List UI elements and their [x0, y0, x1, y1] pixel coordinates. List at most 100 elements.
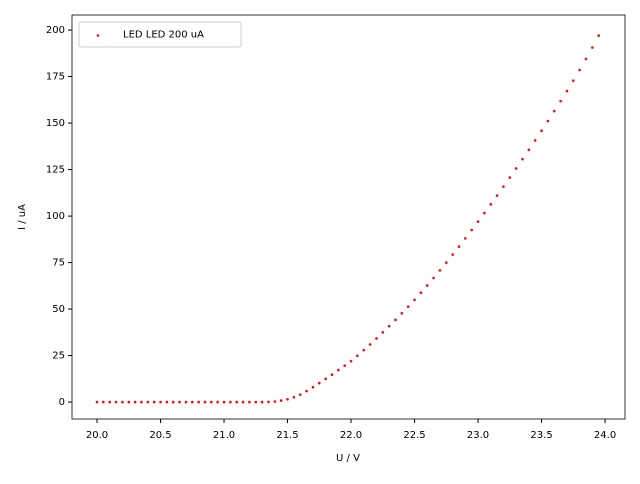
data-point: [292, 395, 296, 399]
data-point: [559, 99, 562, 103]
data-point: [521, 157, 524, 161]
x-tick-label: 20.0: [86, 430, 108, 441]
data-point: [267, 400, 270, 404]
data-point: [210, 400, 213, 404]
data-point: [305, 389, 308, 393]
data-point: [337, 368, 340, 372]
data-point: [387, 324, 391, 328]
data-point: [438, 269, 442, 272]
y-tick-label: 175: [46, 72, 65, 83]
data-point: [279, 399, 283, 402]
data-point: [419, 291, 423, 295]
data-point: [254, 400, 258, 404]
data-point: [444, 261, 448, 264]
data-point: [368, 343, 372, 346]
data-point: [400, 312, 404, 315]
data-point: [451, 253, 454, 256]
data-point: [324, 377, 327, 381]
legend-label: LED LED 200 uA: [123, 30, 204, 41]
data-point: [597, 34, 601, 37]
data-point: [216, 400, 219, 404]
data-point: [286, 397, 289, 401]
data-point: [502, 185, 505, 188]
data-point: [489, 203, 493, 206]
x-tick-label: 22.5: [403, 430, 425, 441]
data-point: [152, 400, 156, 404]
data-point: [546, 119, 550, 123]
data-point: [171, 400, 175, 404]
data-point: [356, 354, 359, 358]
data-point: [375, 337, 378, 340]
data-point: [552, 109, 556, 113]
y-tick-label: 0: [59, 397, 65, 408]
data-point: [349, 359, 353, 363]
data-point: [133, 400, 137, 404]
data-point: [413, 298, 416, 302]
data-point: [178, 400, 181, 404]
data-point: [317, 381, 321, 385]
x-tick-label: 22.0: [340, 430, 362, 441]
data-point: [394, 318, 397, 322]
data-point: [127, 400, 131, 404]
data-point: [159, 400, 162, 404]
data-point: [197, 400, 200, 404]
y-axis-label: I / uA: [17, 204, 28, 230]
data-point: [184, 400, 188, 404]
x-axis-label: U / V: [336, 453, 360, 464]
data-point: [121, 400, 124, 404]
data-point: [114, 400, 118, 404]
data-point: [432, 276, 435, 280]
data-point: [165, 400, 169, 404]
data-point: [95, 400, 99, 404]
x-tick-label: 20.5: [149, 430, 171, 441]
data-point: [457, 245, 461, 248]
data-point: [229, 400, 232, 404]
data-point: [108, 400, 112, 404]
data-point: [248, 400, 251, 404]
data-point: [483, 211, 486, 215]
data-point: [406, 305, 410, 308]
data-point: [425, 284, 429, 287]
y-tick-label: 150: [46, 118, 65, 129]
data-point: [572, 79, 575, 82]
data-point: [260, 400, 264, 404]
data-point: [273, 400, 277, 403]
data-point: [508, 176, 512, 179]
data-point: [464, 237, 467, 240]
data-point: [584, 57, 588, 61]
x-tick-label: 21.5: [276, 430, 298, 441]
data-point: [565, 89, 569, 93]
y-tick-label: 200: [46, 25, 65, 36]
y-tick-label: 50: [52, 304, 65, 315]
y-tick-label: 25: [52, 351, 65, 362]
data-point: [343, 364, 346, 367]
data-point: [470, 228, 473, 232]
data-point: [495, 194, 499, 197]
data-point: [362, 348, 366, 352]
data-point: [578, 68, 581, 72]
data-point: [102, 400, 105, 404]
data-point: [311, 385, 315, 389]
data-point: [476, 220, 480, 223]
y-tick-label: 125: [46, 165, 65, 176]
x-tick-label: 23.5: [530, 430, 552, 441]
data-point: [235, 400, 239, 404]
plot-frame: [71, 14, 626, 420]
x-tick-label: 23.0: [467, 430, 489, 441]
y-tick-label: 100: [46, 211, 65, 222]
data-point: [222, 400, 226, 404]
data-point: [190, 400, 194, 404]
data-point: [330, 373, 334, 377]
data-point: [203, 400, 207, 404]
y-tick-label: 75: [52, 258, 65, 269]
data-point: [241, 400, 245, 404]
data-point: [298, 393, 302, 396]
data-point: [514, 167, 518, 170]
data-point: [381, 331, 385, 334]
data-point: [146, 400, 150, 404]
data-point: [533, 139, 537, 142]
data-point: [527, 148, 531, 152]
legend-box: [78, 21, 242, 48]
